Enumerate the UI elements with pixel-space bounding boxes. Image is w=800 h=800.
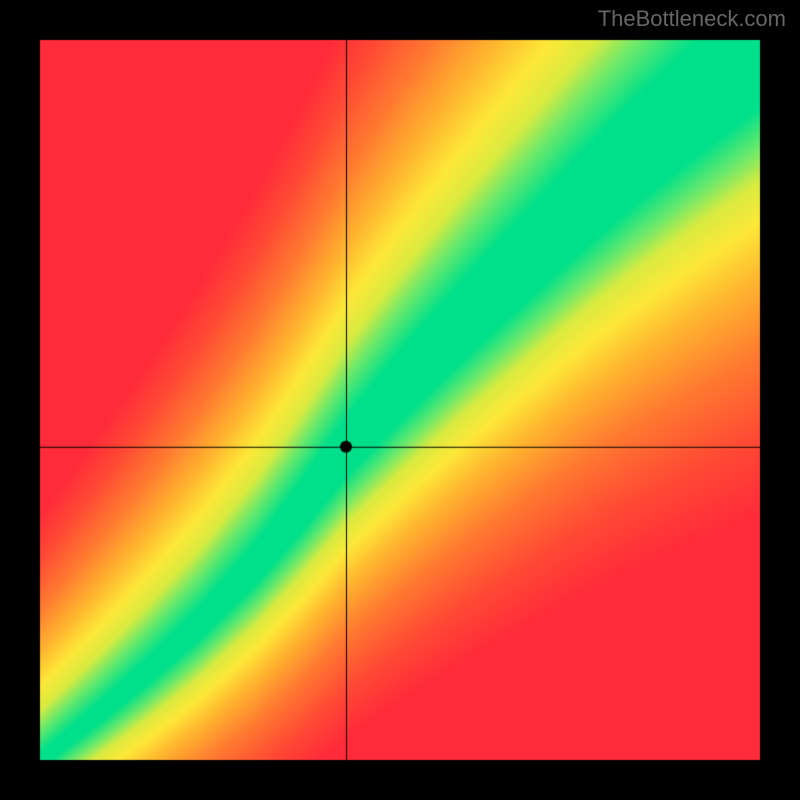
chart-container: TheBottleneck.com <box>0 0 800 800</box>
watermark-text: TheBottleneck.com <box>598 6 786 32</box>
heatmap-canvas <box>0 0 800 800</box>
